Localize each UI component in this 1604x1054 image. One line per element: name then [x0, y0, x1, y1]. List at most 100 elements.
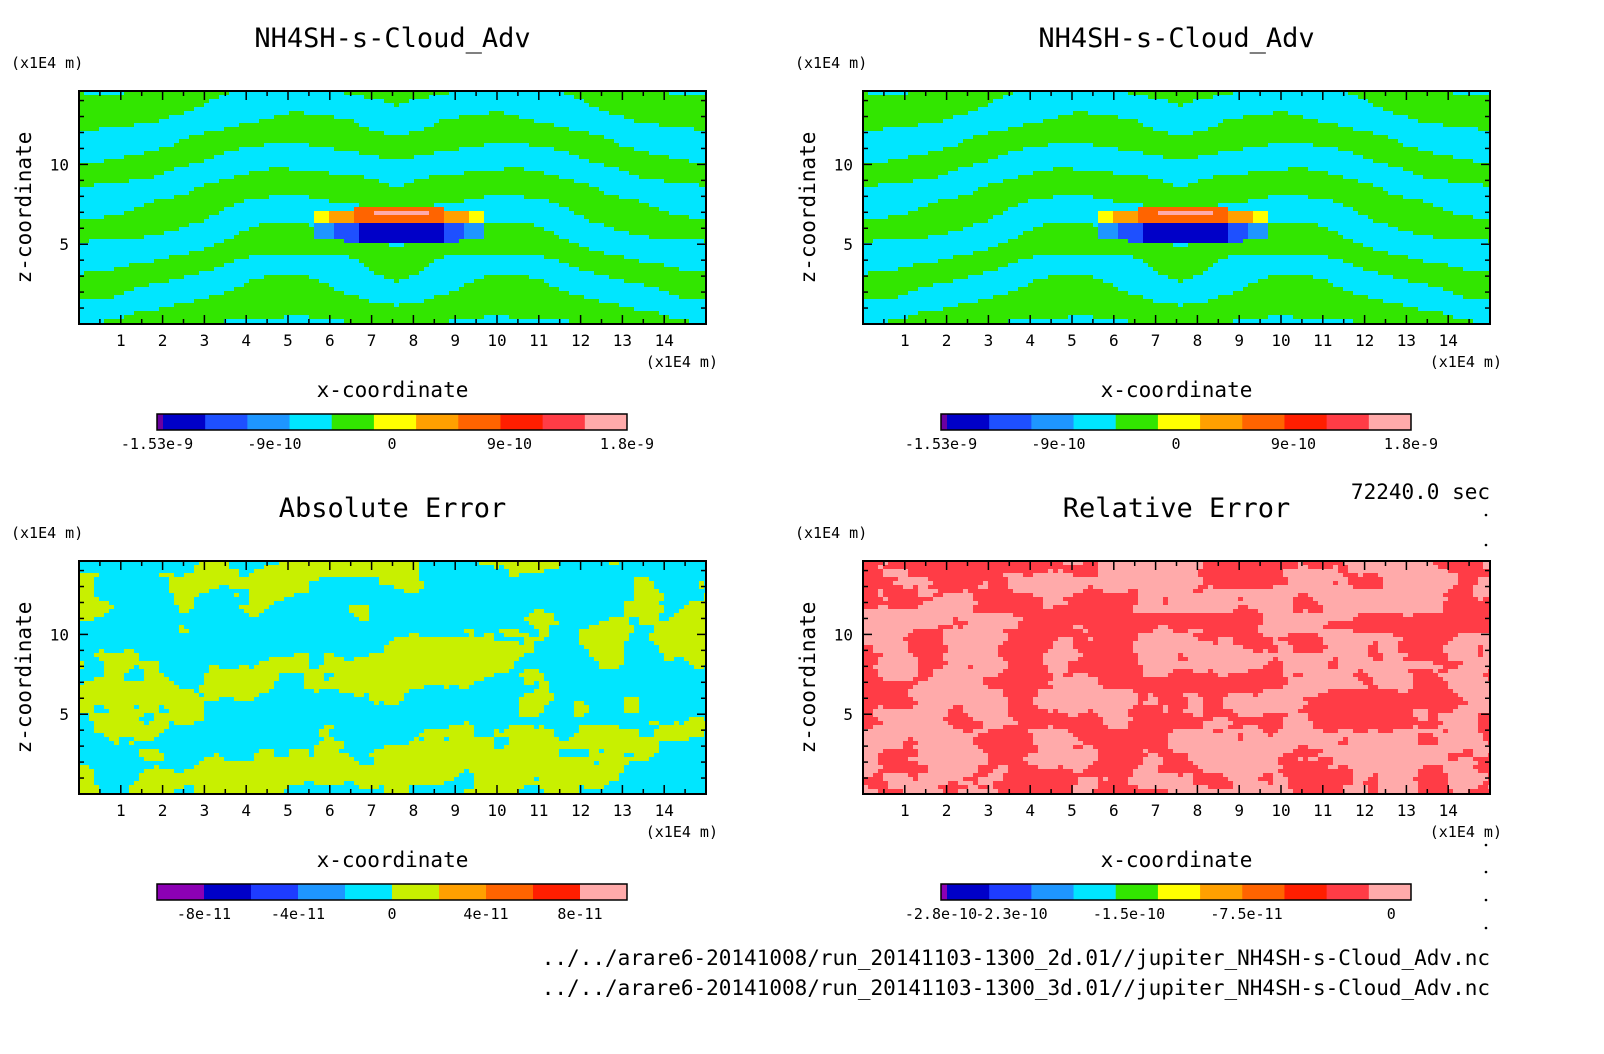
heatmap-cell	[164, 107, 170, 112]
heatmap-cell	[599, 167, 605, 172]
heatmap-cell	[614, 203, 620, 208]
heatmap-cell	[394, 195, 400, 200]
heatmap-cell	[199, 123, 205, 128]
heatmap-cell	[299, 207, 305, 212]
heatmap-cell	[679, 163, 685, 168]
heatmap-cell	[609, 107, 615, 112]
heatmap-cell	[669, 143, 675, 148]
heatmap-cell	[319, 203, 325, 208]
heatmap-cell	[404, 111, 410, 116]
heatmap-cell	[279, 215, 285, 220]
heatmap-cell	[179, 239, 185, 244]
heatmap-cell	[119, 163, 125, 168]
heatmap-cell	[184, 187, 190, 192]
heatmap-cell	[264, 119, 270, 124]
heatmap-cell	[494, 235, 500, 240]
heatmap-cell	[334, 211, 340, 216]
heatmap-cell	[539, 195, 545, 200]
heatmap-cell	[514, 223, 520, 228]
heatmap-cell	[699, 223, 705, 228]
heatmap-cell	[204, 215, 210, 220]
heatmap-cell	[129, 95, 135, 100]
heatmap-cell	[634, 111, 640, 116]
heatmap-cell	[619, 163, 625, 168]
heatmap-cell	[79, 123, 85, 128]
heatmap-cell	[199, 231, 205, 236]
heatmap-cell	[194, 211, 200, 216]
heatmap-cell	[374, 111, 380, 116]
heatmap-cell	[394, 107, 400, 112]
heatmap-cell	[259, 119, 265, 124]
heatmap-cell	[404, 179, 410, 184]
heatmap-cell	[619, 159, 625, 164]
heatmap-cell	[564, 171, 570, 176]
heatmap-cell	[389, 95, 395, 100]
heatmap-cell	[234, 115, 240, 120]
heatmap-cell	[379, 191, 385, 196]
heatmap-cell	[494, 143, 500, 148]
heatmap-cell	[359, 151, 365, 156]
heatmap-cell	[384, 95, 390, 100]
heatmap-cell	[284, 131, 290, 136]
heatmap-cell	[544, 239, 550, 244]
heatmap-cell	[239, 163, 245, 168]
heatmap-cell	[584, 119, 590, 124]
heatmap-cell	[234, 199, 240, 204]
heatmap-cell	[659, 143, 665, 148]
heatmap-cell	[694, 123, 700, 128]
heatmap-cell	[514, 227, 520, 232]
heatmap-cell	[394, 115, 400, 120]
heatmap-cell	[164, 147, 170, 152]
heatmap-cell	[614, 219, 620, 224]
heatmap-cell	[409, 131, 415, 136]
heatmap-cell	[94, 207, 100, 212]
heatmap-cell	[669, 91, 675, 96]
heatmap-cell	[509, 111, 515, 116]
heatmap-cell	[389, 119, 395, 124]
heatmap-cell	[584, 155, 590, 160]
heatmap-cell	[614, 123, 620, 128]
heatmap-cell	[649, 159, 655, 164]
heatmap-cell	[554, 215, 560, 220]
heatmap-cell	[354, 111, 360, 116]
heatmap-cell	[589, 239, 595, 244]
heatmap-cell	[419, 207, 425, 212]
heatmap-cell	[654, 215, 660, 220]
heatmap-cell	[694, 155, 700, 160]
heatmap-cell	[159, 119, 165, 124]
heatmap-cell	[314, 147, 320, 152]
heatmap-cell	[159, 163, 165, 168]
heatmap-cell	[544, 147, 550, 152]
heatmap-cell	[289, 239, 295, 244]
heatmap-cell	[524, 231, 530, 236]
heatmap-cell	[114, 131, 120, 136]
heatmap-cell	[374, 179, 380, 184]
heatmap-cell	[294, 239, 300, 244]
heatmap-cell	[504, 139, 510, 144]
heatmap-cell	[434, 215, 440, 220]
heatmap-cell	[624, 183, 630, 188]
heatmap-cell	[324, 147, 330, 152]
y-unit-label: (x1E4 m)	[11, 54, 83, 72]
heatmap-cell	[119, 203, 125, 208]
heatmap-cell	[209, 155, 215, 160]
heatmap-cell	[274, 199, 280, 204]
heatmap-cell	[609, 203, 615, 208]
heatmap-cell	[334, 235, 340, 240]
heatmap-cell	[404, 195, 410, 200]
heatmap-cell	[159, 151, 165, 156]
heatmap-cell	[89, 151, 95, 156]
heatmap-cell	[374, 247, 380, 252]
heatmap-cell	[269, 95, 275, 100]
heatmap-cell	[604, 191, 610, 196]
heatmap-cell	[244, 227, 250, 232]
heatmap-cell	[284, 207, 290, 212]
heatmap-cell	[589, 223, 595, 228]
heatmap-cell	[609, 103, 615, 108]
heatmap-cell	[234, 195, 240, 200]
heatmap-cell	[619, 151, 625, 156]
heatmap-cell	[199, 187, 205, 192]
heatmap-cell	[214, 219, 220, 224]
heatmap-cell	[659, 115, 665, 120]
heatmap-cell	[409, 243, 415, 248]
